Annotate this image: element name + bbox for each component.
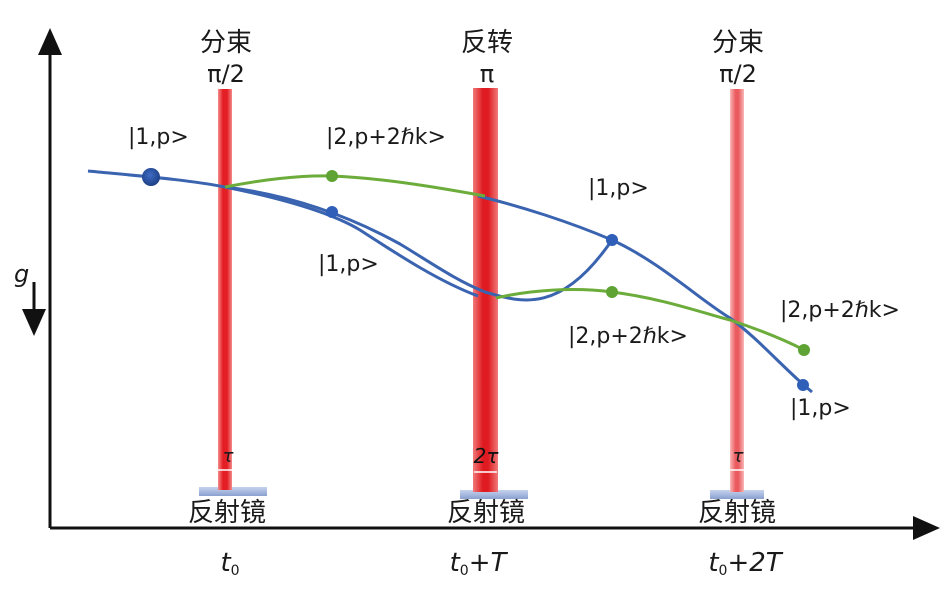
pulse-3-tau: τ [732,446,744,467]
path-state1-outer [477,194,813,394]
dot-s1-mid [606,234,618,246]
state-label-s2-mid: |2,p+2ℏk> [568,324,688,349]
state-label-s2-end: |2,p+2ℏk> [780,298,900,323]
pulse-1-tau: τ [222,446,234,467]
time-2-rest: +T [468,548,507,578]
mirror-2 [460,490,528,499]
time-1-base: t [220,548,231,578]
pulse-2-tau: 2τ [473,444,499,468]
time-3-label: t0+2T [708,550,781,578]
axes [22,28,940,540]
time-2-sub: 0 [459,563,469,579]
beam-pi-half-1 [218,89,232,490]
dot-s2-end [798,344,810,356]
dot-s2-upper [326,170,338,182]
time-1-label: t0 [220,550,239,578]
dot-s1-lower [326,206,338,218]
mirror-1 [199,487,267,496]
state-label-s1-mid: |1,p> [588,176,649,201]
time-2-base: t [449,548,460,578]
time-3-sub: 0 [718,563,728,579]
time-1-sub: 0 [230,563,240,579]
mirror-2-label: 反射镜 [446,498,526,528]
state-label-s1-end: |1,p> [790,396,851,421]
pulse-1-phase: π/2 [207,60,245,88]
time-2-label: t0+T [450,550,507,578]
state-label-s1-lower: |1,p> [318,252,379,277]
pulse-2-name: 反转 [460,28,514,58]
dot-s1-end [797,379,809,391]
pulse-3-name: 分束 [711,28,765,58]
state-label-s2-upper: |2,p+2ℏk> [326,125,446,150]
state-dots [142,168,810,391]
beam-pi-half-2 [730,89,744,492]
path-state1-upper [87,169,614,302]
gravity-label: g [14,260,30,288]
time-3-rest: +2T [727,548,782,578]
time-3-base: t [708,548,719,578]
state-label-s1-start: |1,p> [128,125,189,150]
path-state1-full [224,185,479,298]
mirror-3 [710,490,764,499]
path-state2-lower [495,288,805,352]
mirror-3-label: 反射镜 [697,498,777,528]
pulse-3-phase: π/2 [719,60,757,88]
mirror-1-label: 反射镜 [187,498,267,528]
pulse-2-phase: π [479,60,495,88]
pulse-1-name: 分束 [199,28,253,58]
dot-start [142,168,160,186]
trajectories [87,169,813,394]
mirrors [199,487,764,499]
dot-s2-mid [606,286,618,298]
tau-markers [218,469,744,473]
